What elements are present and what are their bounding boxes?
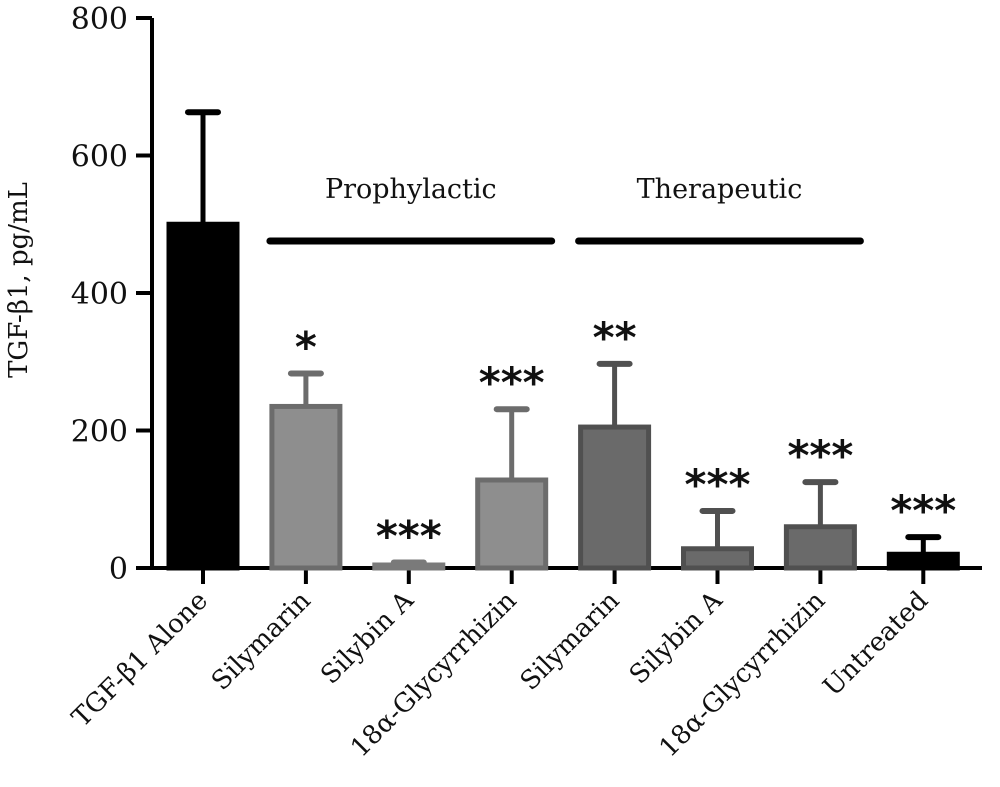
x-tick-label: TGF-β1 Alone: [67, 586, 214, 733]
x-tick-label: Silybin A: [624, 585, 729, 690]
significance-marker: ***: [479, 358, 545, 407]
significance-marker: ***: [787, 431, 853, 480]
y-axis-label: TGF-β1, pg/mL: [4, 182, 34, 378]
x-tick-label: Silymarin: [206, 586, 317, 697]
x-tick-label: Silybin A: [315, 585, 420, 690]
bar: [578, 424, 652, 571]
significance-marker: *: [295, 322, 317, 371]
bar: [475, 477, 549, 571]
significance-markers: ******************: [295, 313, 956, 561]
y-tick-label: 400: [71, 277, 128, 312]
bar: [166, 221, 240, 571]
y-tick-label: 600: [71, 140, 128, 175]
group-label: Therapeutic: [637, 174, 803, 205]
x-tick-label: Untreated: [818, 586, 935, 703]
x-tick-label: Silymarin: [515, 586, 626, 697]
y-tick-label: 200: [71, 415, 128, 450]
bar: [886, 551, 960, 571]
bars: [166, 221, 960, 571]
bar: [681, 546, 754, 571]
bar: [783, 524, 857, 571]
significance-marker: ***: [376, 512, 442, 561]
significance-marker: ***: [890, 486, 956, 535]
group-label: Prophylactic: [325, 174, 497, 205]
y-tick-label: 0: [109, 552, 128, 587]
significance-marker: **: [593, 313, 637, 362]
error-bars: [185, 109, 942, 566]
bar: [269, 403, 343, 571]
group-brackets: Prophylactic Therapeutic: [266, 174, 864, 245]
y-tick-label: 800: [71, 2, 128, 37]
significance-marker: ***: [685, 460, 751, 509]
